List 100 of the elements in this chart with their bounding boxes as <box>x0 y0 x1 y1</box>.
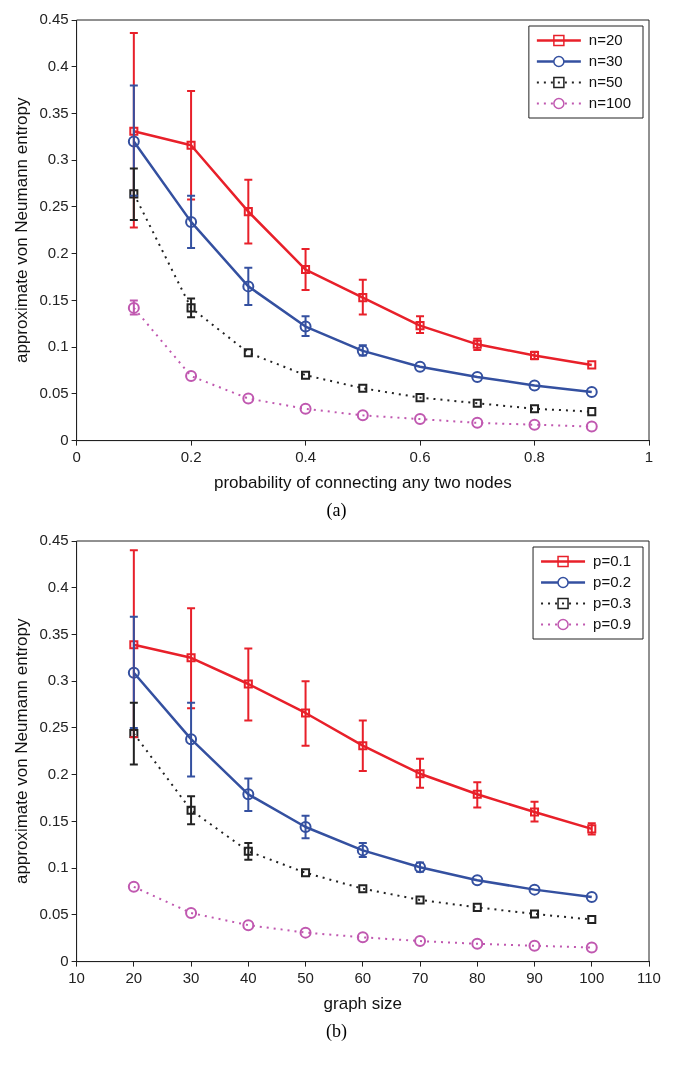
x-tick-label: 10 <box>68 968 85 986</box>
y-tick-label: 0.05 <box>39 905 69 923</box>
point <box>299 402 312 415</box>
y-tick-label: 0 <box>60 951 69 969</box>
legend-label: n=20 <box>588 30 623 48</box>
point <box>129 126 139 136</box>
x-tick-label: 110 <box>637 968 661 986</box>
point <box>356 931 369 944</box>
x-tick-label: 60 <box>354 968 372 986</box>
y-tick-label: 0.1 <box>47 858 69 876</box>
y-tick-label: 0.15 <box>39 811 69 829</box>
point <box>587 360 597 370</box>
x-tick-label: 0.2 <box>180 447 202 465</box>
point <box>528 939 541 952</box>
legend-label: p=0.1 <box>593 551 632 569</box>
y-tick-label: 0 <box>60 430 69 448</box>
point <box>529 807 540 817</box>
point <box>585 941 598 954</box>
y-tick-label: 0.35 <box>39 103 69 121</box>
legend-label: p=0.3 <box>593 593 632 611</box>
point <box>472 902 482 912</box>
y-tick-label: 0.1 <box>47 337 69 355</box>
point <box>242 280 255 293</box>
y-tick-label: 0.45 <box>39 10 69 28</box>
point <box>528 418 541 431</box>
point <box>529 909 540 919</box>
point <box>528 379 541 392</box>
point <box>358 383 368 393</box>
point <box>528 883 541 896</box>
point <box>185 370 198 383</box>
point <box>529 404 540 414</box>
text: (a) <box>325 500 348 521</box>
point <box>186 653 196 663</box>
point <box>242 919 255 932</box>
point <box>186 805 196 815</box>
point <box>243 348 253 358</box>
point <box>414 935 427 948</box>
point <box>243 846 253 856</box>
point <box>358 884 368 894</box>
x-tick-label: 0.4 <box>295 447 316 465</box>
point <box>472 398 482 408</box>
x-tick-label: 20 <box>125 968 143 986</box>
x-tick-label: 40 <box>239 968 257 986</box>
point <box>415 895 425 905</box>
point <box>186 303 196 313</box>
y-axis-title: approximate von Neumann entropy <box>11 618 31 885</box>
point <box>299 320 312 333</box>
y-axis-title: approximate von Neumann entropy <box>11 97 31 364</box>
point <box>358 741 368 751</box>
y-tick-label: 0.35 <box>39 624 69 642</box>
x-tick-label: 100 <box>579 968 605 986</box>
point <box>242 392 255 405</box>
point <box>358 293 368 303</box>
x-tick-label: 90 <box>526 968 543 986</box>
point <box>129 729 139 739</box>
legend-label: p=0.2 <box>593 572 632 590</box>
point <box>585 386 598 398</box>
x-tick-label: 30 <box>182 968 200 986</box>
point <box>129 640 139 650</box>
y-tick-label: 0.15 <box>39 290 69 308</box>
x-axis-title: probability of connecting any two nodes <box>213 473 512 493</box>
y-tick-label: 0.45 <box>39 531 69 549</box>
point <box>301 370 311 380</box>
x-tick-label: 80 <box>468 968 486 986</box>
y-tick-label: 0.25 <box>39 718 69 736</box>
point <box>414 360 427 373</box>
x-tick-label: 1 <box>644 447 654 465</box>
point <box>585 891 598 904</box>
point <box>414 413 427 426</box>
legend-label: p=0.9 <box>593 614 632 632</box>
point <box>415 393 425 403</box>
x-tick-label: 0.8 <box>524 447 545 465</box>
y-tick-label: 0.2 <box>47 764 69 782</box>
point <box>471 416 484 429</box>
point <box>472 789 482 799</box>
point <box>415 769 425 779</box>
y-tick-label: 0.4 <box>47 577 69 595</box>
point <box>585 420 598 433</box>
point <box>243 679 253 689</box>
point <box>356 409 369 422</box>
text: (b) <box>325 1021 348 1042</box>
y-tick-label: 0.3 <box>47 150 69 168</box>
point <box>301 868 311 878</box>
point <box>587 407 597 417</box>
legend-label: n=100 <box>588 93 632 111</box>
point <box>185 733 198 746</box>
point <box>299 821 312 834</box>
point <box>471 874 484 887</box>
point <box>415 321 425 331</box>
x-tick-label: 70 <box>411 968 429 986</box>
point <box>242 788 255 801</box>
x-tick-label: 0 <box>72 447 81 465</box>
point <box>186 140 196 150</box>
legend-label: n=50 <box>588 72 623 90</box>
point <box>185 215 198 228</box>
x-axis-title: graph size <box>323 994 403 1014</box>
x-tick-label: 50 <box>297 968 314 986</box>
point <box>243 207 253 217</box>
point <box>301 265 311 275</box>
point <box>185 907 198 919</box>
